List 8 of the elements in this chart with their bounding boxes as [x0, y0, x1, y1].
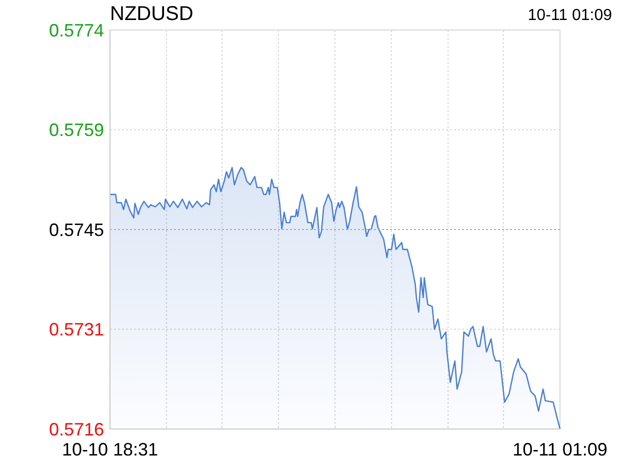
x-tick-label: 10-10 18:31: [62, 439, 158, 460]
text: 10-11 01:09: [528, 7, 612, 24]
y-tick-label: 0.5716: [48, 419, 104, 440]
y-tick-label: 0.5759: [48, 120, 104, 140]
y-tick-label: 0.5774: [48, 20, 104, 40]
chart-title: NZDUSD: [110, 3, 194, 25]
y-tick-label: 0.5731: [48, 320, 104, 340]
y-tick-label: 0.5745: [48, 220, 104, 240]
